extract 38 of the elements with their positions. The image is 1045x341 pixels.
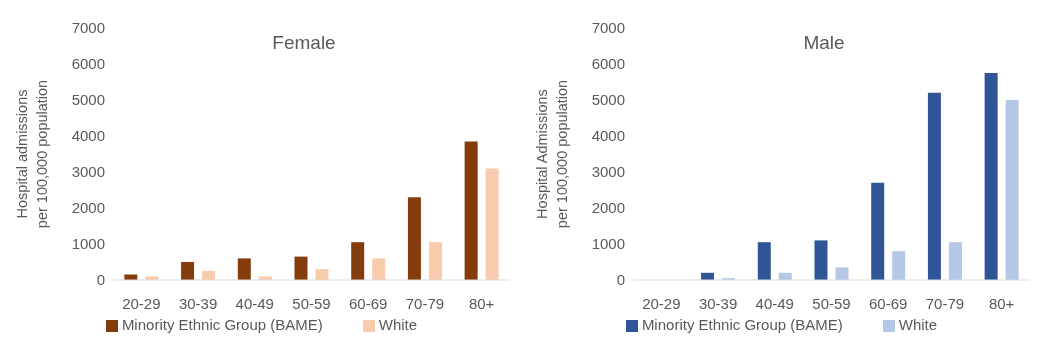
- y-tick-label: 2000: [71, 199, 105, 217]
- legend-label: Minority Ethnic Group (BAME): [121, 316, 323, 333]
- y-tick-label: 5000: [591, 91, 625, 109]
- y-tick-label: 6000: [591, 55, 625, 73]
- x-tick-label: 70-79: [925, 294, 965, 312]
- y-tick-label: 1000: [71, 235, 105, 253]
- y-tick-label: 6000: [71, 55, 105, 73]
- x-tick-label: 40-49: [755, 294, 794, 312]
- y-tick-label: 5000: [71, 91, 105, 109]
- y-tick-label: 2000: [591, 199, 625, 217]
- x-tick-label: 40-49: [235, 294, 274, 312]
- y-axis-title: Hospital Admissions per 100,000 population: [534, 79, 570, 229]
- legend-label: Minority Ethnic Group (BAME): [641, 316, 843, 333]
- x-tick-label: 30-39: [698, 294, 738, 312]
- y-tick-label: 4000: [71, 127, 105, 145]
- x-tick-label: 60-69: [869, 294, 908, 312]
- x-tick-label: 20-29: [122, 294, 161, 312]
- chart-title: Male: [803, 32, 845, 53]
- y-tick-label: 1000: [591, 235, 625, 253]
- x-tick-label: 60-69: [349, 294, 388, 312]
- x-tick-label: 30-39: [178, 294, 218, 312]
- x-tick-label: 80+: [988, 294, 1015, 312]
- y-tick-label: 0: [96, 271, 105, 289]
- y-tick-label: 0: [616, 271, 625, 289]
- x-tick-label: 50-59: [812, 294, 851, 312]
- legend-label: White: [898, 316, 938, 333]
- y-tick-label: 4000: [591, 127, 625, 145]
- y-tick-label: 3000: [591, 163, 625, 181]
- y-tick-label: 3000: [71, 163, 105, 181]
- y-tick-label: 7000: [71, 19, 105, 37]
- x-tick-label: 50-59: [292, 294, 331, 312]
- chart-title: Female: [272, 32, 336, 53]
- legend-label: White: [378, 316, 418, 333]
- y-tick-label: 7000: [591, 19, 625, 37]
- x-tick-label: 20-29: [642, 294, 681, 312]
- x-tick-label: 80+: [468, 294, 495, 312]
- x-tick-label: 70-79: [405, 294, 445, 312]
- y-axis-title: Hospital admissions per 100,000 population: [14, 79, 50, 229]
